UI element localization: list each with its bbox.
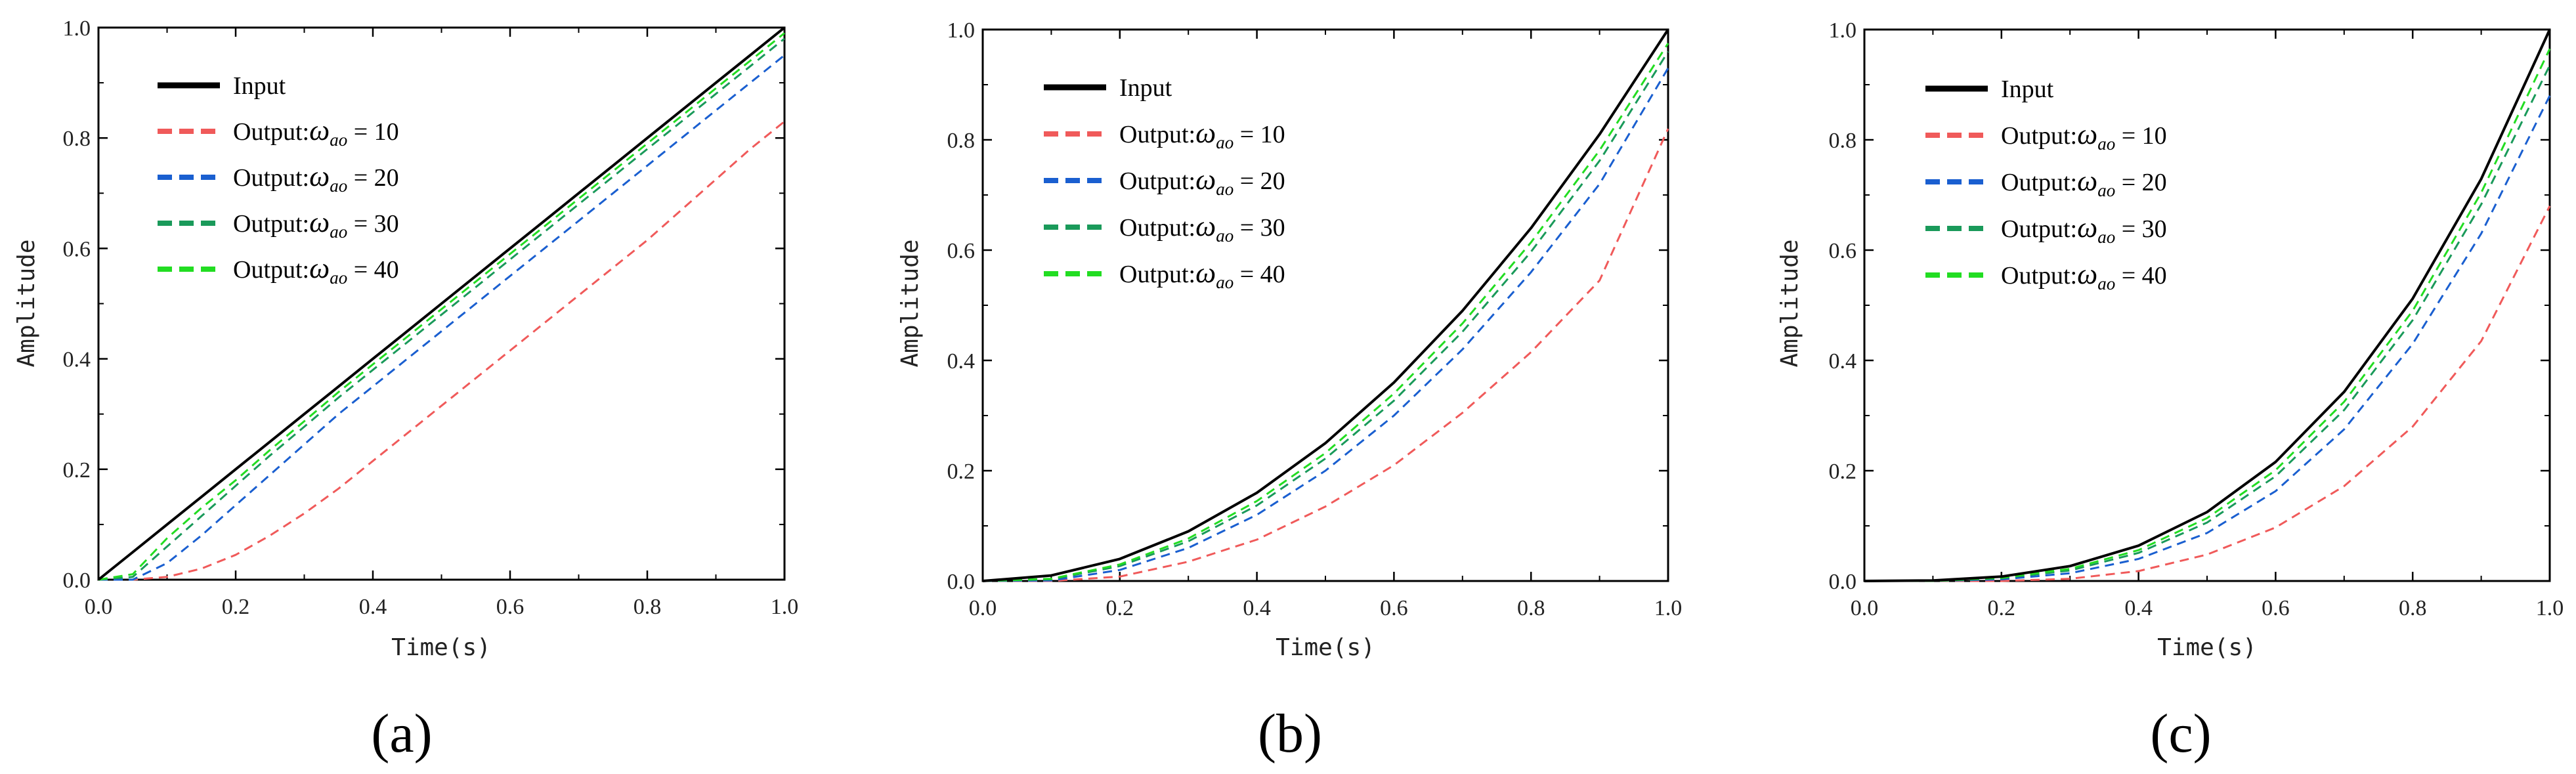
x-tick-label: 0.2 <box>1106 596 1134 620</box>
panel-label-b: (b) <box>1258 703 1322 764</box>
x-tick-label: 1.0 <box>2536 596 2564 620</box>
series-line-output <box>1864 205 2551 582</box>
y-tick-label: 0.6 <box>1829 239 1857 263</box>
legend: Input Output:ωao = 10 Output:ωao = 20 Outpu… <box>158 72 399 288</box>
x-tick-labels: 0.0 0.2 0.4 0.6 0.8 1.0 <box>1851 596 2564 620</box>
x-tick-labels: 0.0 0.2 0.4 0.6 0.8 1.0 <box>969 596 1683 620</box>
legend-label: Output:ωao = 20 <box>233 160 399 196</box>
chart-panel-b: 0.0 0.2 0.4 0.6 0.8 1.0 0.0 0.2 0.4 0.6 0.8 1.0 Ti… <box>897 18 1682 764</box>
tick-marks <box>1863 28 2551 582</box>
panel-label-c: (c) <box>2150 703 2211 764</box>
y-tick-label: 0.6 <box>63 237 91 261</box>
y-tick-label: 0.8 <box>63 127 91 151</box>
series-line-output <box>98 120 785 581</box>
y-tick-labels: 0.0 0.2 0.4 0.6 0.8 1.0 <box>947 18 976 594</box>
x-tick-label: 0.8 <box>2399 596 2427 620</box>
y-tick-label: 1.0 <box>63 16 91 41</box>
x-tick-label: 0.8 <box>1517 596 1545 620</box>
y-tick-label: 0.8 <box>947 129 976 153</box>
series-line-output <box>982 43 1669 582</box>
y-axis-title: Amplitude <box>897 239 924 367</box>
x-tick-label: 0.8 <box>633 595 662 619</box>
x-tick-labels: 0.0 0.2 0.4 0.6 0.8 1.0 <box>85 595 799 619</box>
series-line-output <box>98 54 785 581</box>
x-tick-label: 0.6 <box>496 595 525 619</box>
legend-label: Input <box>1119 74 1172 102</box>
x-tick-label: 1.0 <box>771 595 799 619</box>
legend: Input Output:ωao = 10 Output:ωao = 20 Outpu… <box>1044 74 1285 292</box>
x-axis-title: Time(s) <box>2157 634 2257 661</box>
x-tick-label: 0.0 <box>969 596 997 620</box>
y-tick-label: 0.2 <box>63 458 91 483</box>
x-tick-label: 1.0 <box>1654 596 1683 620</box>
series-line-output <box>1864 64 2551 582</box>
legend-label: Output:ωao = 40 <box>233 252 399 288</box>
legend-label: Input <box>2001 75 2054 103</box>
y-tick-label: 0.0 <box>63 569 91 593</box>
y-tick-label: 0.4 <box>1829 349 1857 374</box>
y-tick-label: 0.4 <box>63 348 91 372</box>
series-line-input <box>97 26 786 581</box>
series-line-output <box>98 37 785 581</box>
chart-panel-c: 0.0 0.2 0.4 0.6 0.8 1.0 0.0 0.2 0.4 0.6 0.8 1.0 Ti… <box>1776 18 2564 764</box>
series-line-output <box>1864 48 2551 582</box>
x-tick-label: 0.4 <box>2124 596 2153 620</box>
series-line-output <box>1864 95 2551 582</box>
legend-label: Output:ωao = 20 <box>1119 163 1285 199</box>
series-layer <box>1864 29 2551 582</box>
x-axis-title: Time(s) <box>391 634 491 661</box>
x-axis-title: Time(s) <box>1276 634 1375 661</box>
legend-label: Output:ωao = 20 <box>2001 165 2167 200</box>
y-tick-label: 0.0 <box>1829 570 1857 594</box>
legend-label: Output:ωao = 10 <box>233 114 399 150</box>
legend-label: Output:ωao = 40 <box>1119 257 1285 292</box>
legend-label: Output:ωao = 30 <box>233 206 399 242</box>
y-axis-title: Amplitude <box>13 239 40 367</box>
plot-frame <box>981 28 1669 582</box>
series-layer <box>97 26 786 581</box>
series-layer <box>982 28 1669 582</box>
legend: Input Output:ωao = 10 Output:ωao = 20 Outpu… <box>1925 75 2167 293</box>
x-tick-label: 0.2 <box>222 595 250 619</box>
chart-panel-a: 0.0 0.2 0.4 0.6 0.8 1.0 0.0 0.2 0.4 0.6 0.8 1.0 Ti… <box>13 16 798 764</box>
legend-label: Output:ωao = 40 <box>2001 258 2167 293</box>
legend-label: Output:ωao = 30 <box>2001 211 2167 247</box>
x-tick-label: 0.0 <box>85 595 113 619</box>
legend-label: Output:ωao = 10 <box>2001 118 2167 154</box>
y-axis-title: Amplitude <box>1776 239 1803 367</box>
x-tick-label: 0.0 <box>1851 596 1879 620</box>
x-tick-label: 0.6 <box>1380 596 1408 620</box>
y-tick-label: 0.2 <box>947 460 976 484</box>
y-tick-label: 1.0 <box>1829 18 1857 43</box>
tick-marks <box>97 26 786 581</box>
x-tick-label: 0.2 <box>1988 596 2016 620</box>
y-tick-label: 0.2 <box>1829 460 1857 484</box>
panel-label-a: (a) <box>371 703 432 764</box>
tick-marks <box>981 28 1669 582</box>
legend-label: Input <box>233 72 286 100</box>
y-tick-label: 0.0 <box>947 570 976 594</box>
series-line-output <box>98 32 785 581</box>
y-tick-label: 1.0 <box>947 18 976 43</box>
x-tick-label: 0.4 <box>359 595 387 619</box>
legend-label: Output:ωao = 30 <box>1119 210 1285 246</box>
series-line-input <box>982 28 1669 582</box>
y-tick-label: 0.4 <box>947 349 976 374</box>
series-line-output <box>982 51 1669 582</box>
series-line-output <box>983 128 1669 582</box>
legend-label: Output:ωao = 10 <box>1119 117 1285 152</box>
series-line-output <box>982 68 1669 582</box>
y-tick-label: 0.6 <box>947 239 976 263</box>
x-tick-label: 0.6 <box>2262 596 2290 620</box>
x-tick-label: 0.4 <box>1243 596 1271 620</box>
series-line-input <box>1864 29 2551 582</box>
y-tick-labels: 0.0 0.2 0.4 0.6 0.8 1.0 <box>1829 18 1857 594</box>
y-tick-label: 0.8 <box>1829 129 1857 153</box>
y-tick-labels: 0.0 0.2 0.4 0.6 0.8 1.0 <box>63 16 91 593</box>
plot-frame <box>1863 28 2551 582</box>
